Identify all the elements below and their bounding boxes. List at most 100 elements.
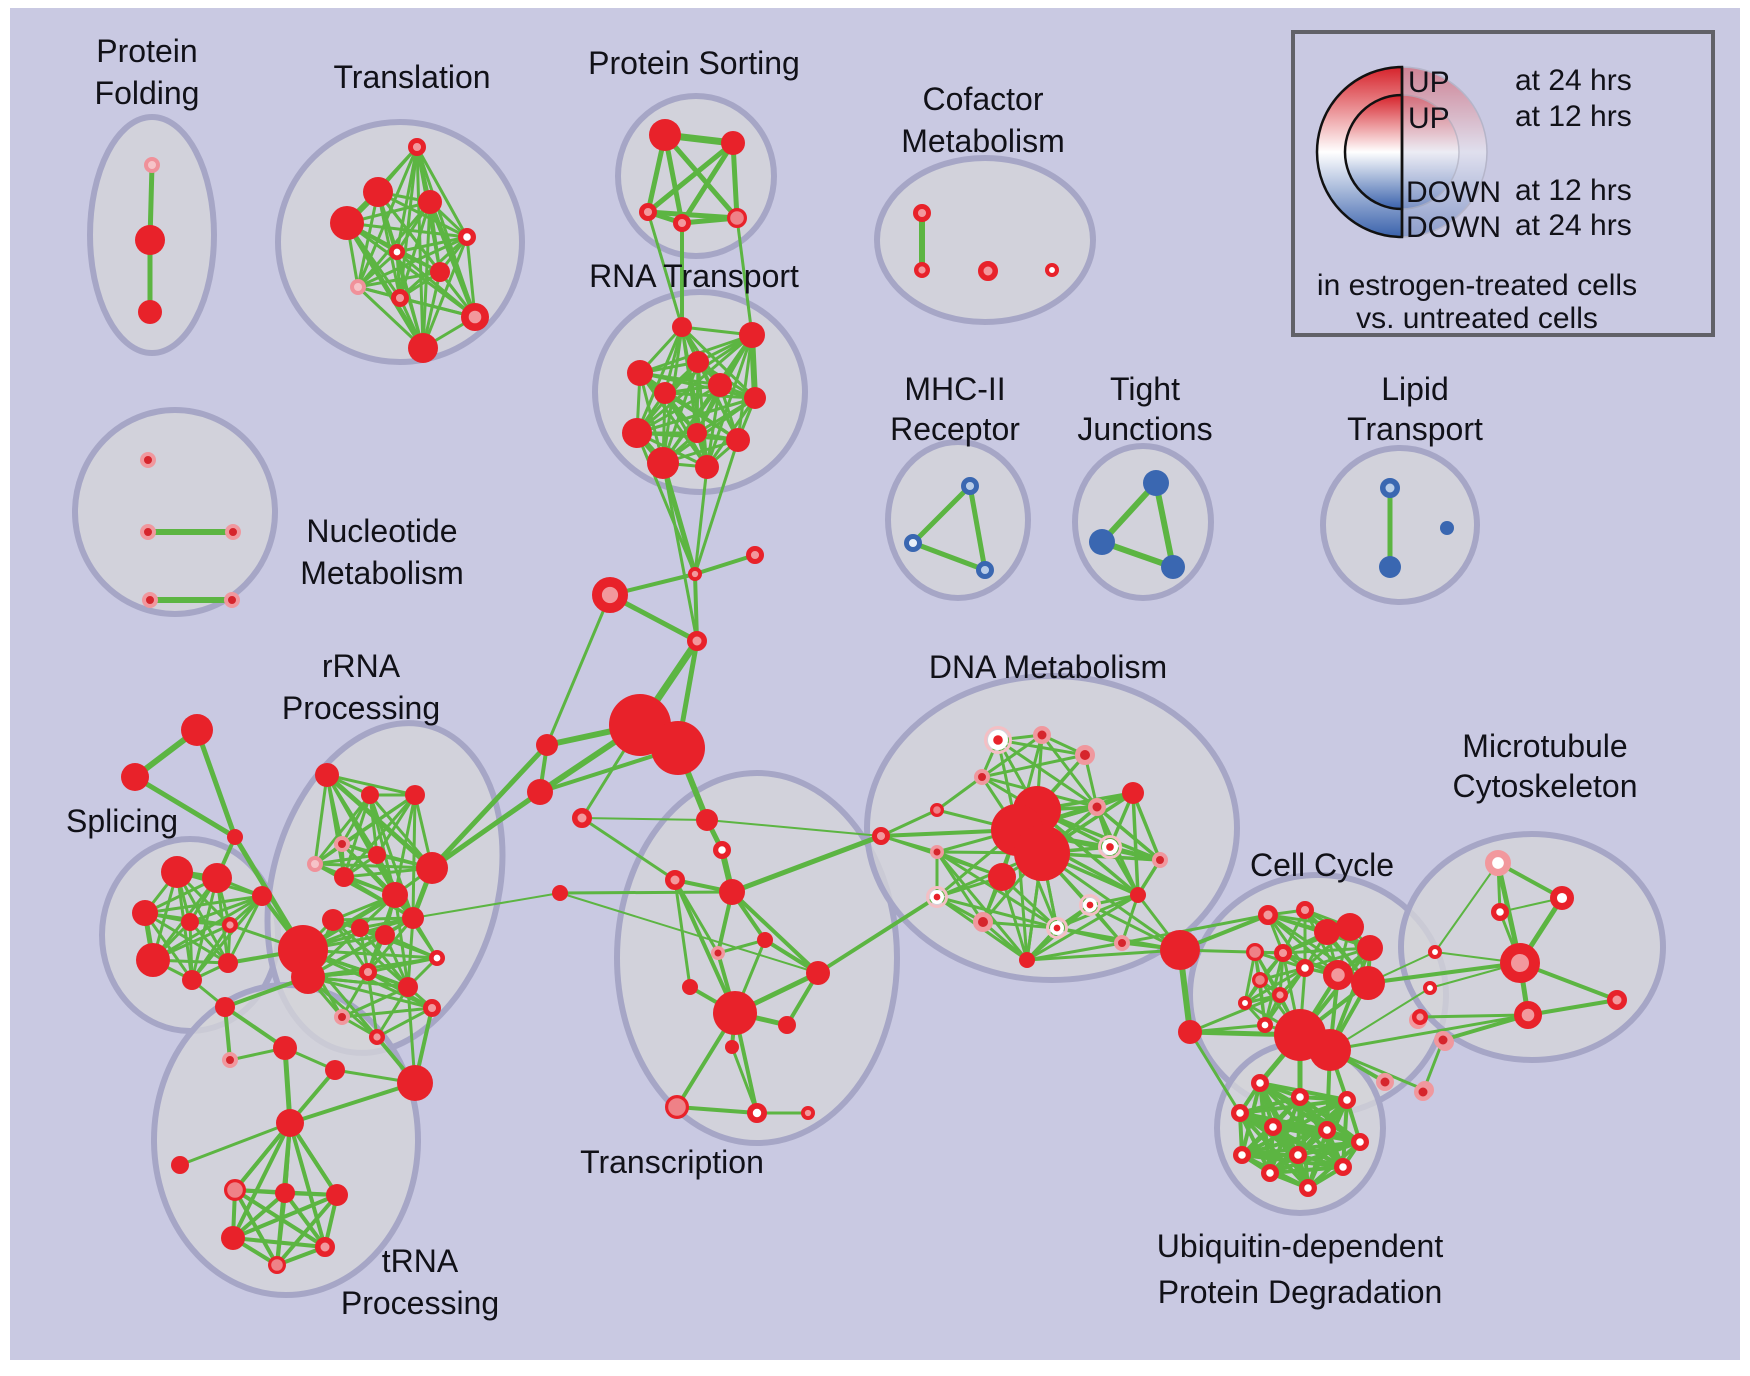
node-cf4[interactable] (1045, 262, 1060, 277)
node-f2[interactable] (135, 225, 165, 255)
node-tj2[interactable] (1089, 529, 1115, 555)
node-d2[interactable] (1033, 726, 1051, 744)
node-a7[interactable] (744, 387, 766, 409)
node-s3[interactable] (638, 203, 657, 222)
node-c6[interactable] (1245, 942, 1264, 961)
node-a3[interactable] (687, 351, 709, 373)
node-s4[interactable] (672, 214, 691, 233)
node-lp2[interactable] (1379, 556, 1401, 578)
node-d15[interactable] (930, 845, 944, 859)
node-r11[interactable] (351, 919, 369, 937)
node-v7[interactable] (430, 262, 450, 282)
node-tx16[interactable] (800, 1106, 815, 1121)
node-v6[interactable] (389, 244, 406, 261)
node-g3[interactable] (227, 829, 243, 845)
node-mh2[interactable] (903, 533, 922, 552)
node-f1[interactable] (144, 157, 160, 173)
node-c9[interactable] (1323, 960, 1353, 990)
node-c5[interactable] (1357, 935, 1383, 961)
node-s5[interactable] (726, 208, 747, 229)
node-lp3[interactable] (1440, 521, 1454, 535)
node-a11[interactable] (647, 447, 679, 479)
node-u3[interactable] (273, 1036, 297, 1060)
node-c13[interactable] (1238, 996, 1253, 1011)
node-r19[interactable] (423, 998, 442, 1017)
node-k5[interactable] (315, 1237, 335, 1257)
node-g1[interactable] (181, 714, 213, 746)
node-tx6[interactable] (552, 885, 568, 901)
node-d16[interactable] (930, 890, 945, 905)
node-tj1[interactable] (1143, 470, 1169, 496)
node-r16[interactable] (359, 962, 378, 981)
node-r10[interactable] (322, 909, 344, 931)
node-e1[interactable] (536, 734, 558, 756)
node-m2[interactable] (1549, 885, 1574, 910)
node-q6[interactable] (1317, 1120, 1336, 1139)
node-nu1[interactable] (140, 452, 156, 468)
node-d4[interactable] (974, 769, 990, 785)
node-v1[interactable] (408, 138, 427, 157)
node-mh3[interactable] (975, 560, 994, 579)
node-tx9[interactable] (806, 961, 830, 985)
node-sp8[interactable] (182, 970, 202, 990)
node-c14[interactable] (1256, 1017, 1273, 1034)
node-r6[interactable] (334, 867, 354, 887)
node-H2[interactable] (651, 721, 705, 775)
node-q2[interactable] (1290, 1087, 1309, 1106)
node-f3[interactable] (138, 300, 162, 324)
node-nu4[interactable] (142, 592, 158, 608)
node-a1[interactable] (672, 317, 692, 337)
node-a9[interactable] (687, 423, 707, 443)
node-v9[interactable] (391, 289, 410, 308)
node-a2[interactable] (739, 322, 765, 348)
node-cf2[interactable] (914, 262, 931, 279)
node-r21[interactable] (369, 1028, 386, 1045)
node-sp4[interactable] (181, 913, 199, 931)
node-tx7[interactable] (711, 946, 725, 960)
node-r17[interactable] (429, 950, 446, 967)
node-r13[interactable] (402, 907, 424, 929)
node-tx2[interactable] (712, 840, 731, 859)
node-a12[interactable] (695, 455, 719, 479)
node-r18[interactable] (398, 977, 418, 997)
node-is0[interactable] (171, 1156, 189, 1174)
node-ch2[interactable] (745, 545, 764, 564)
node-nu3[interactable] (225, 524, 241, 540)
node-lp1[interactable] (1380, 478, 1400, 498)
node-h0[interactable] (276, 1109, 304, 1137)
node-r5[interactable] (307, 856, 323, 872)
node-d20[interactable] (1049, 921, 1064, 936)
node-m5[interactable] (1423, 981, 1438, 996)
node-r1[interactable] (315, 763, 339, 787)
node-g2[interactable] (121, 763, 149, 791)
node-c20[interactable] (1376, 1073, 1394, 1091)
node-a6[interactable] (654, 382, 676, 404)
node-r3[interactable] (405, 785, 425, 805)
node-d19[interactable] (1130, 887, 1146, 903)
node-n0[interactable] (215, 997, 235, 1017)
node-ch3[interactable] (592, 577, 629, 614)
node-r9[interactable] (382, 882, 408, 908)
node-d18[interactable] (1082, 898, 1097, 913)
node-s1[interactable] (649, 119, 681, 151)
node-c15[interactable] (1178, 1020, 1202, 1044)
node-a10[interactable] (726, 428, 750, 452)
node-sp6[interactable] (136, 943, 170, 977)
node-d11[interactable] (1101, 839, 1118, 856)
node-c12[interactable] (1271, 987, 1288, 1004)
node-tx8[interactable] (757, 932, 773, 948)
node-k2[interactable] (275, 1183, 295, 1203)
node-r8[interactable] (416, 852, 448, 884)
node-k6[interactable] (268, 1255, 287, 1274)
node-d12[interactable] (1152, 852, 1168, 868)
node-v4[interactable] (330, 206, 364, 240)
node-tj3[interactable] (1161, 555, 1185, 579)
node-q12[interactable] (1298, 1178, 1317, 1197)
node-bx[interactable] (871, 826, 890, 845)
node-a8[interactable] (622, 418, 652, 448)
node-v5[interactable] (457, 228, 476, 247)
node-mh1[interactable] (960, 477, 979, 496)
node-sp1[interactable] (161, 856, 193, 888)
node-d1[interactable] (987, 729, 1008, 750)
